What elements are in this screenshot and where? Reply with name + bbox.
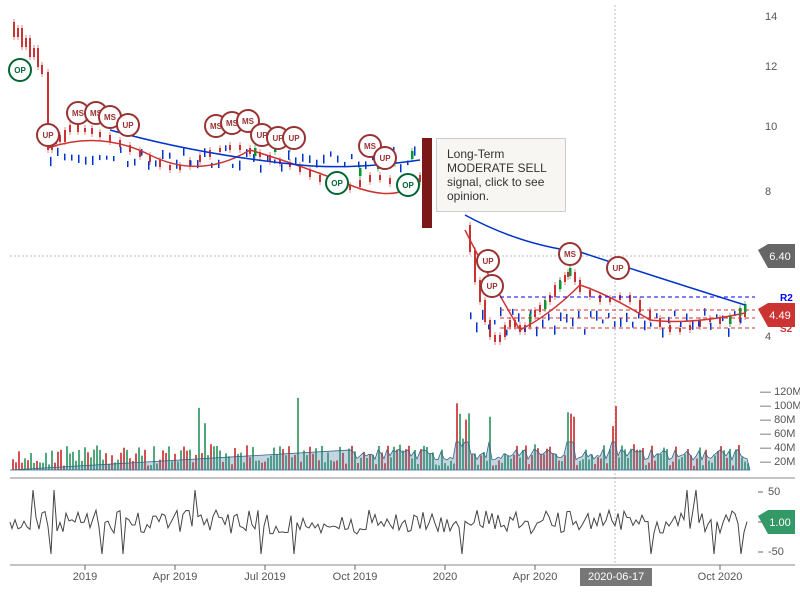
- svg-text:R2: R2: [780, 293, 793, 304]
- svg-text:UP: UP: [612, 264, 624, 273]
- svg-text:UP: UP: [42, 131, 54, 140]
- volume-chart[interactable]: — 20M — 40M — 60M — 80M — 100M — 120M: [10, 386, 800, 470]
- svg-text:OP: OP: [14, 66, 26, 75]
- osc-value: 1.00: [769, 517, 790, 529]
- svg-text:Apr 2020: Apr 2020: [513, 571, 558, 583]
- crosshair-price-value: 6.40: [769, 251, 790, 263]
- volume-y-axis: — 20M — 40M — 60M — 80M — 100M — 120M: [760, 386, 800, 468]
- oscillator-chart[interactable]: 50 0 -50 1.00: [10, 486, 795, 558]
- svg-text:2020: 2020: [433, 571, 457, 583]
- svg-text:OP: OP: [331, 179, 343, 188]
- vol-tick: — 100M: [760, 400, 800, 412]
- vol-tick: — 80M: [760, 414, 795, 426]
- svg-text:MS: MS: [104, 113, 117, 122]
- svg-text:UP: UP: [482, 257, 494, 266]
- chart-svg[interactable]: 4 6 8 10 12 14 R2R1S1S2 6.40 4.49 OPUPMS…: [0, 0, 800, 600]
- svg-text:Oct 2019: Oct 2019: [333, 571, 378, 583]
- svg-text:UP: UP: [122, 121, 134, 130]
- svg-text:OP: OP: [402, 181, 414, 190]
- osc-tick: -50: [768, 546, 784, 558]
- vol-tick: — 20M: [760, 456, 795, 468]
- vol-tick: — 120M: [760, 386, 800, 398]
- svg-text:UP: UP: [379, 154, 391, 163]
- oscillator-line: [10, 490, 747, 554]
- svg-text:MS: MS: [364, 142, 377, 151]
- y-tick: 12: [765, 61, 777, 73]
- svg-text:MS: MS: [242, 117, 255, 126]
- y-tick: 10: [765, 121, 777, 133]
- tooltip-signal-bar: [422, 138, 432, 228]
- stock-chart-container: 4 6 8 10 12 14 R2R1S1S2 6.40 4.49 OPUPMS…: [0, 0, 800, 600]
- vol-tick: — 40M: [760, 442, 795, 454]
- y-tick: 14: [765, 11, 777, 23]
- svg-text:2019: 2019: [73, 571, 97, 583]
- svg-text:MS: MS: [564, 250, 577, 259]
- tooltip-text: Long-Term MODERATE SELL signal, click to…: [447, 147, 546, 203]
- price-series: [13, 19, 747, 345]
- y-tick: 8: [765, 186, 771, 198]
- svg-text:UP: UP: [288, 134, 300, 143]
- osc-tick: 50: [768, 486, 780, 498]
- svg-text:Apr 2019: Apr 2019: [153, 571, 198, 583]
- vol-tick: — 60M: [760, 428, 795, 440]
- last-price-value: 4.49: [769, 310, 790, 322]
- svg-text:UP: UP: [486, 282, 498, 291]
- tooltip-box[interactable]: Long-Term MODERATE SELL signal, click to…: [436, 138, 566, 212]
- price-y-axis: 4 6 8 10 12 14: [765, 11, 777, 343]
- svg-text:Oct 2020: Oct 2020: [698, 571, 743, 583]
- price-chart[interactable]: 4 6 8 10 12 14 R2R1S1S2 6.40 4.49 OPUPMS…: [9, 5, 795, 565]
- svg-text:Jul 2019: Jul 2019: [244, 571, 286, 583]
- x-axis-highlight-date: 2020-06-17: [580, 568, 652, 586]
- svg-text:MS: MS: [72, 109, 85, 118]
- pivot-lines: R2R1S1S2: [500, 293, 793, 335]
- y-tick: 4: [765, 331, 771, 343]
